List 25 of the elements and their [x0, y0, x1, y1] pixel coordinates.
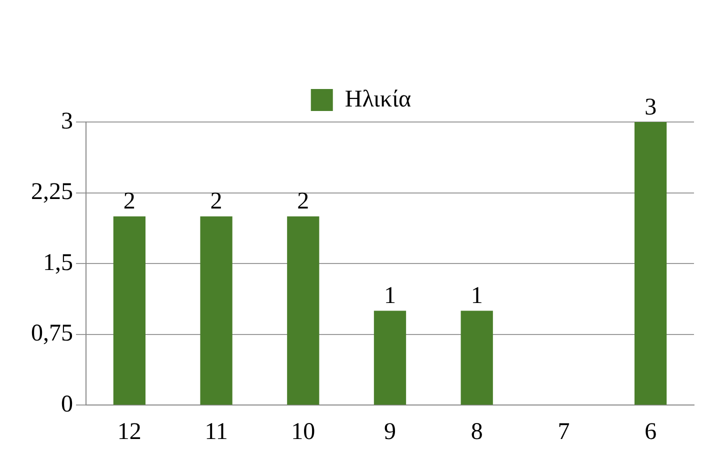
x-tick-label: 9: [384, 418, 396, 445]
y-tick-label: 3: [61, 108, 73, 134]
y-tick-label: 1,5: [43, 250, 73, 276]
legend-label: Ηλικία: [344, 86, 412, 112]
x-tick-label: 10: [291, 418, 316, 445]
x-tick-label: 6: [644, 418, 657, 445]
data-label: 3: [644, 94, 657, 120]
y-tick-label: 0: [61, 391, 73, 418]
y-tick-label: 2,25: [31, 179, 73, 206]
data-label: 2: [297, 188, 310, 215]
bar: [460, 310, 493, 405]
data-label: 2: [210, 188, 222, 215]
data-label: 1: [470, 283, 483, 310]
bar: [113, 216, 146, 405]
x-tick-label: 8: [470, 418, 483, 445]
bar: [374, 310, 406, 405]
bar: [634, 122, 667, 405]
bar: [200, 216, 232, 405]
data-label: 2: [123, 188, 136, 215]
bar: [287, 216, 320, 405]
x-tick-label: 11: [204, 418, 228, 445]
x-tick-label: 12: [117, 418, 142, 445]
x-tick-label: 7: [558, 418, 570, 445]
data-label: 1: [384, 283, 396, 310]
y-tick-label: 0,75: [31, 320, 73, 347]
